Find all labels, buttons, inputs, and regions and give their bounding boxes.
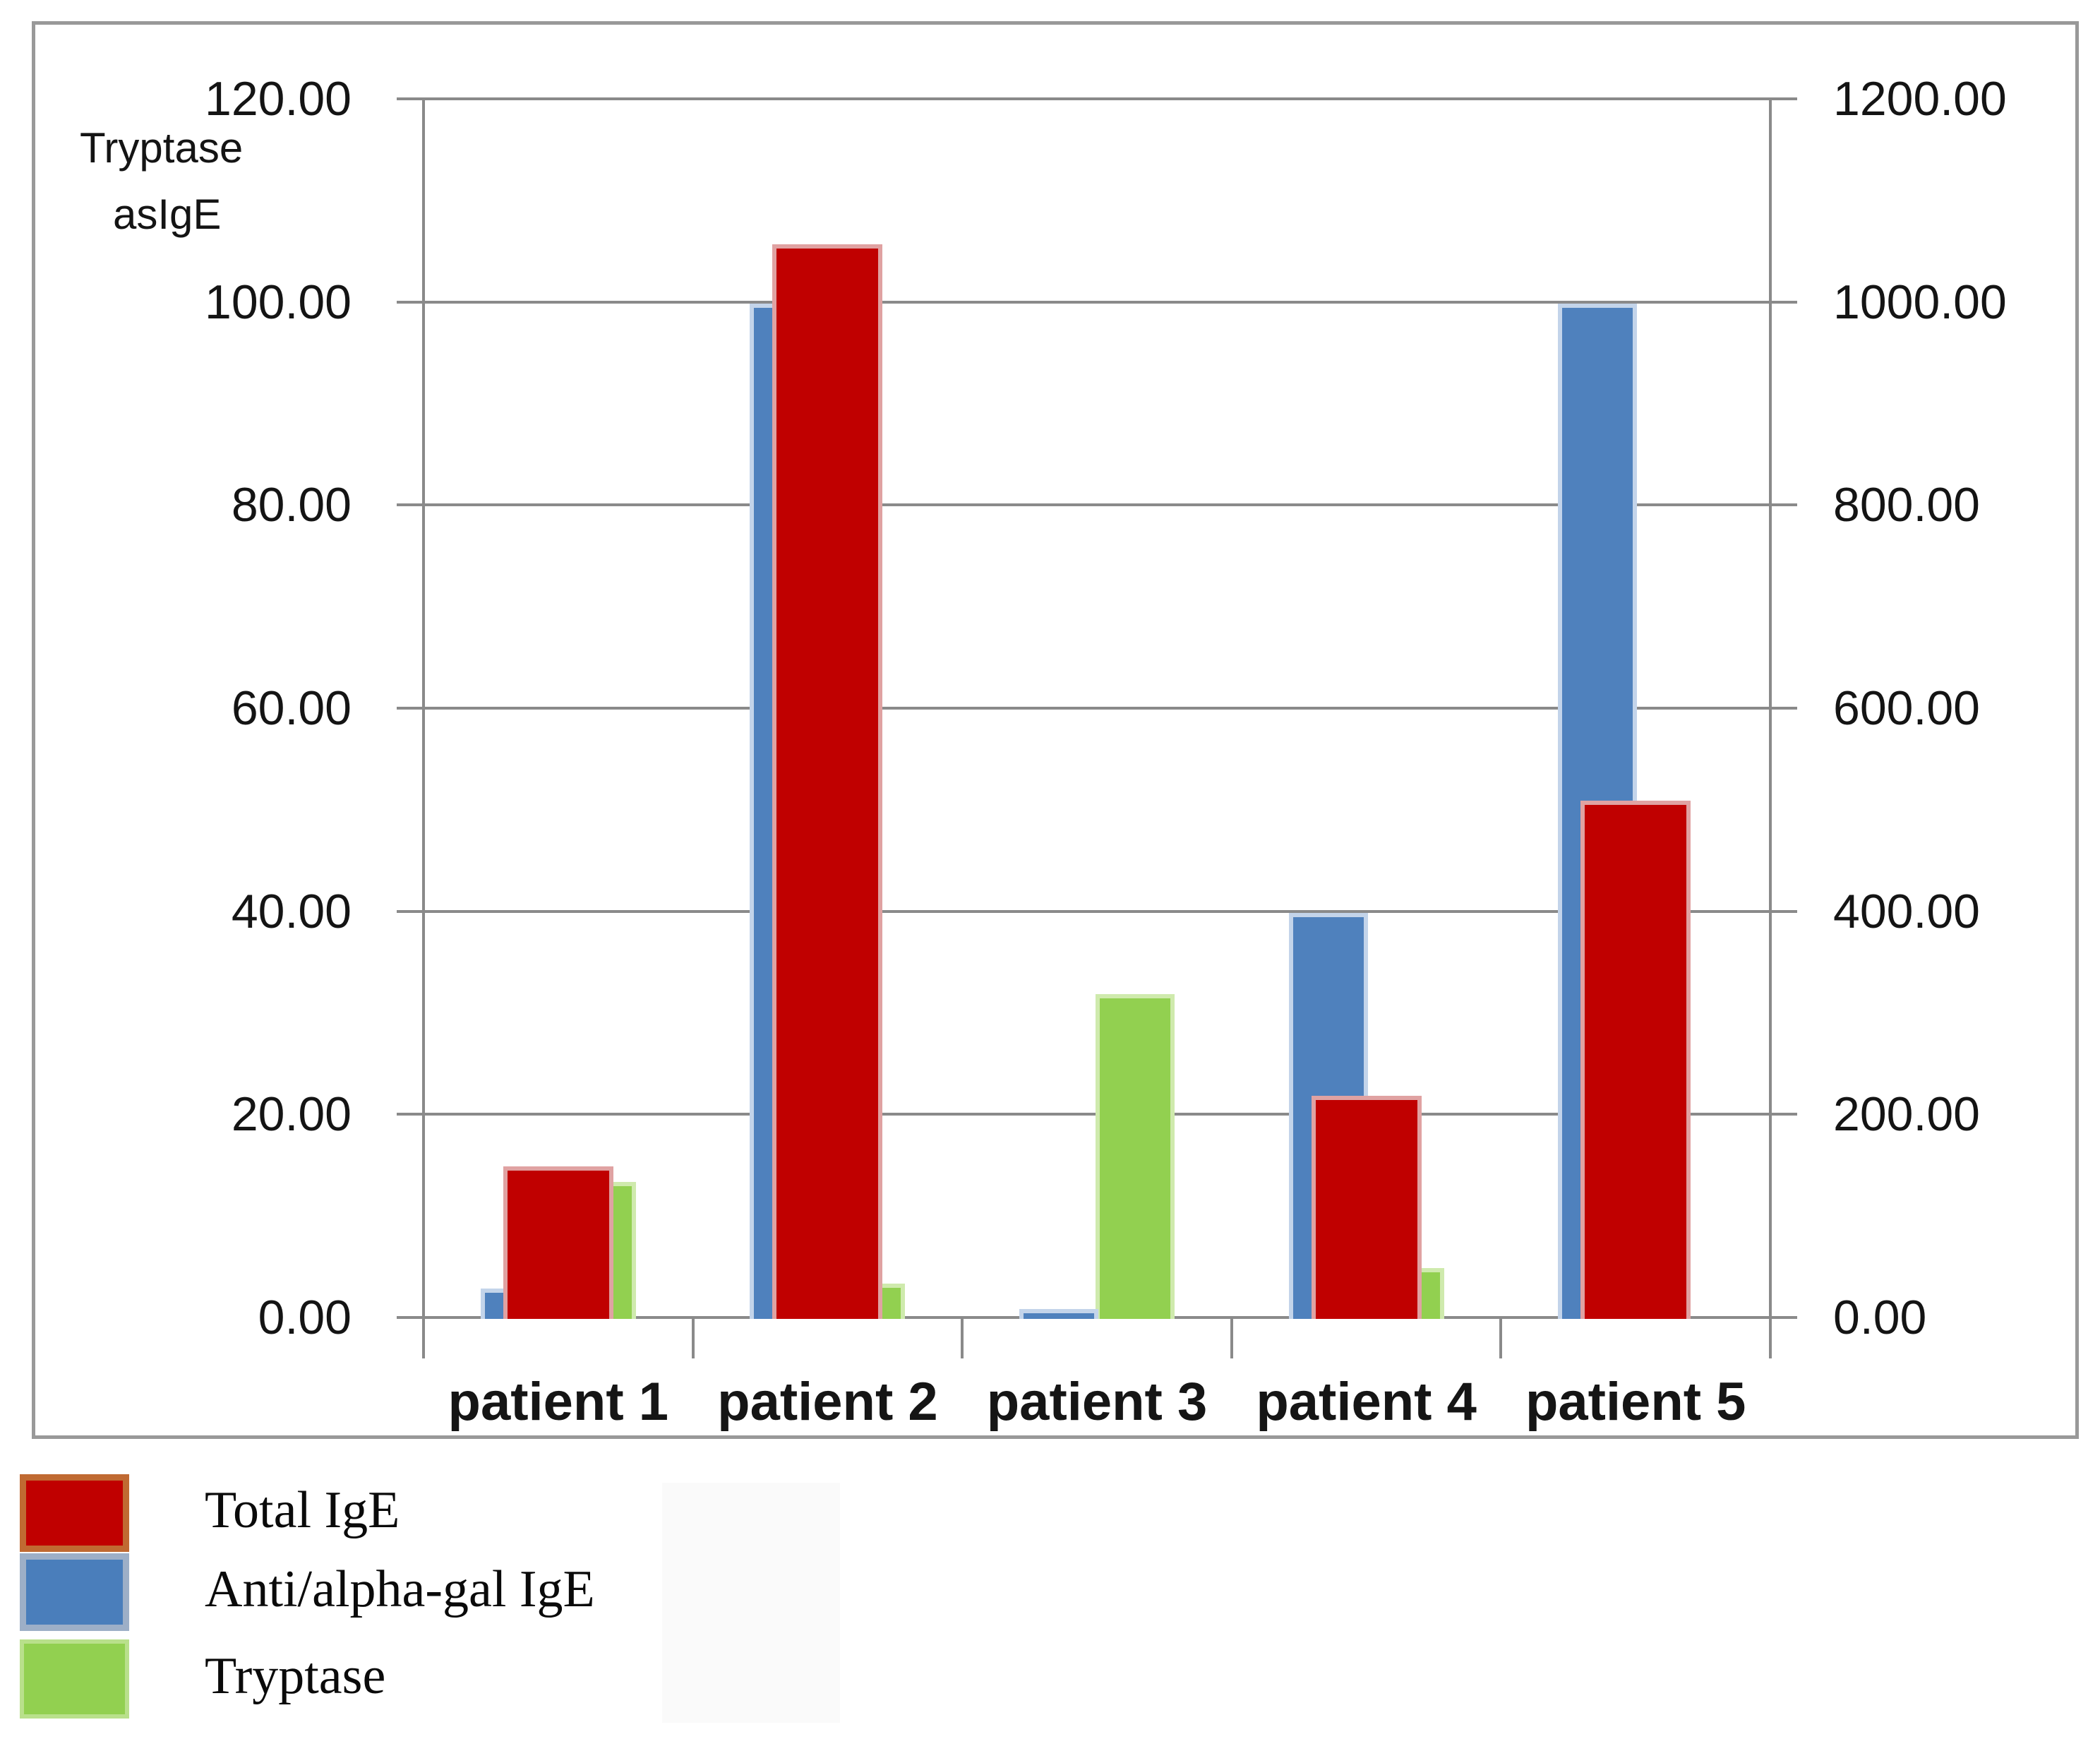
legend-swatch-total <box>20 1474 129 1552</box>
left-axis-title-line1: Tryptase <box>80 124 244 172</box>
left-axis-tick-label: 60.00 <box>231 681 352 735</box>
y-axis-tick-right <box>1770 1316 1797 1319</box>
y-axis-tick-right <box>1770 97 1797 100</box>
x-axis-tick <box>1769 1317 1772 1358</box>
legend-swatch-asige <box>20 1553 129 1631</box>
right-axis-tick-label: 800.00 <box>1833 478 1980 532</box>
x-axis-tick <box>961 1317 964 1358</box>
left-axis-tick-label: 120.00 <box>205 72 352 126</box>
gridline <box>424 300 1770 304</box>
x-axis-tick <box>422 1317 425 1358</box>
y-axis-line-right <box>1769 99 1772 1320</box>
legend: Total IgE Anti/alpha-gal IgE Tryptase <box>0 1454 1059 1751</box>
right-axis-tick-label: 0.00 <box>1833 1291 1927 1344</box>
x-axis-label: patient 4 <box>1256 1372 1477 1432</box>
x-axis-tick <box>1230 1317 1233 1358</box>
legend-swatch-tryptase <box>20 1639 129 1719</box>
bar-tryptase-patient-3 <box>1096 993 1175 1319</box>
right-axis-tick-label: 600.00 <box>1833 681 1980 735</box>
y-axis-tick-left <box>397 707 424 710</box>
bar-total-patient-1 <box>503 1166 613 1319</box>
legend-label: Total IgE <box>205 1481 400 1539</box>
x-axis-label: patient 1 <box>448 1372 669 1432</box>
y-axis-tick-left <box>397 503 424 507</box>
right-axis-tick-label: 1000.00 <box>1833 275 2007 329</box>
y-axis-tick-left <box>397 1113 424 1116</box>
right-axis-tick-label: 1200.00 <box>1833 72 2007 126</box>
left-axis-tick-label: 40.00 <box>231 884 352 938</box>
y-axis-tick-left <box>397 1316 424 1319</box>
y-axis-tick-right <box>1770 707 1797 710</box>
x-axis-tick <box>691 1317 695 1358</box>
bar-total-patient-4 <box>1311 1095 1422 1319</box>
bar-total-patient-5 <box>1580 801 1691 1319</box>
left-axis-tick-label: 20.00 <box>231 1087 352 1142</box>
bar-total-patient-2 <box>772 244 883 1319</box>
x-axis-label: patient 2 <box>717 1372 938 1432</box>
x-axis-label: patient 3 <box>986 1372 1208 1432</box>
right-axis-tick-label: 200.00 <box>1833 1087 1980 1142</box>
legend-backdrop <box>662 1483 840 1723</box>
gridline <box>424 503 1770 507</box>
legend-label: Anti/alpha-gal IgE <box>205 1560 595 1618</box>
y-axis-line-left <box>422 99 425 1320</box>
y-axis-tick-left <box>397 97 424 100</box>
y-axis-tick-right <box>1770 909 1797 913</box>
gridline <box>424 707 1770 710</box>
gridline <box>424 909 1770 913</box>
bar-asige-patient-3 <box>1019 1308 1098 1319</box>
y-axis-tick-right <box>1770 503 1797 507</box>
right-axis-tick-label: 400.00 <box>1833 884 1980 938</box>
legend-label: Tryptase <box>205 1647 386 1705</box>
x-axis-label: patient 5 <box>1525 1372 1746 1432</box>
left-axis-title-line2: asIgE <box>113 191 222 238</box>
left-axis-tick-label: 100.00 <box>205 275 352 329</box>
y-axis-tick-left <box>397 300 424 304</box>
y-axis-tick-right <box>1770 300 1797 304</box>
x-axis-tick <box>1499 1317 1503 1358</box>
y-axis-tick-right <box>1770 1113 1797 1116</box>
y-axis-tick-left <box>397 909 424 913</box>
left-axis-tick-label: 0.00 <box>258 1291 352 1344</box>
left-axis-tick-label: 80.00 <box>231 478 352 532</box>
chart-frame <box>32 21 2079 1439</box>
gridline <box>424 97 1770 100</box>
